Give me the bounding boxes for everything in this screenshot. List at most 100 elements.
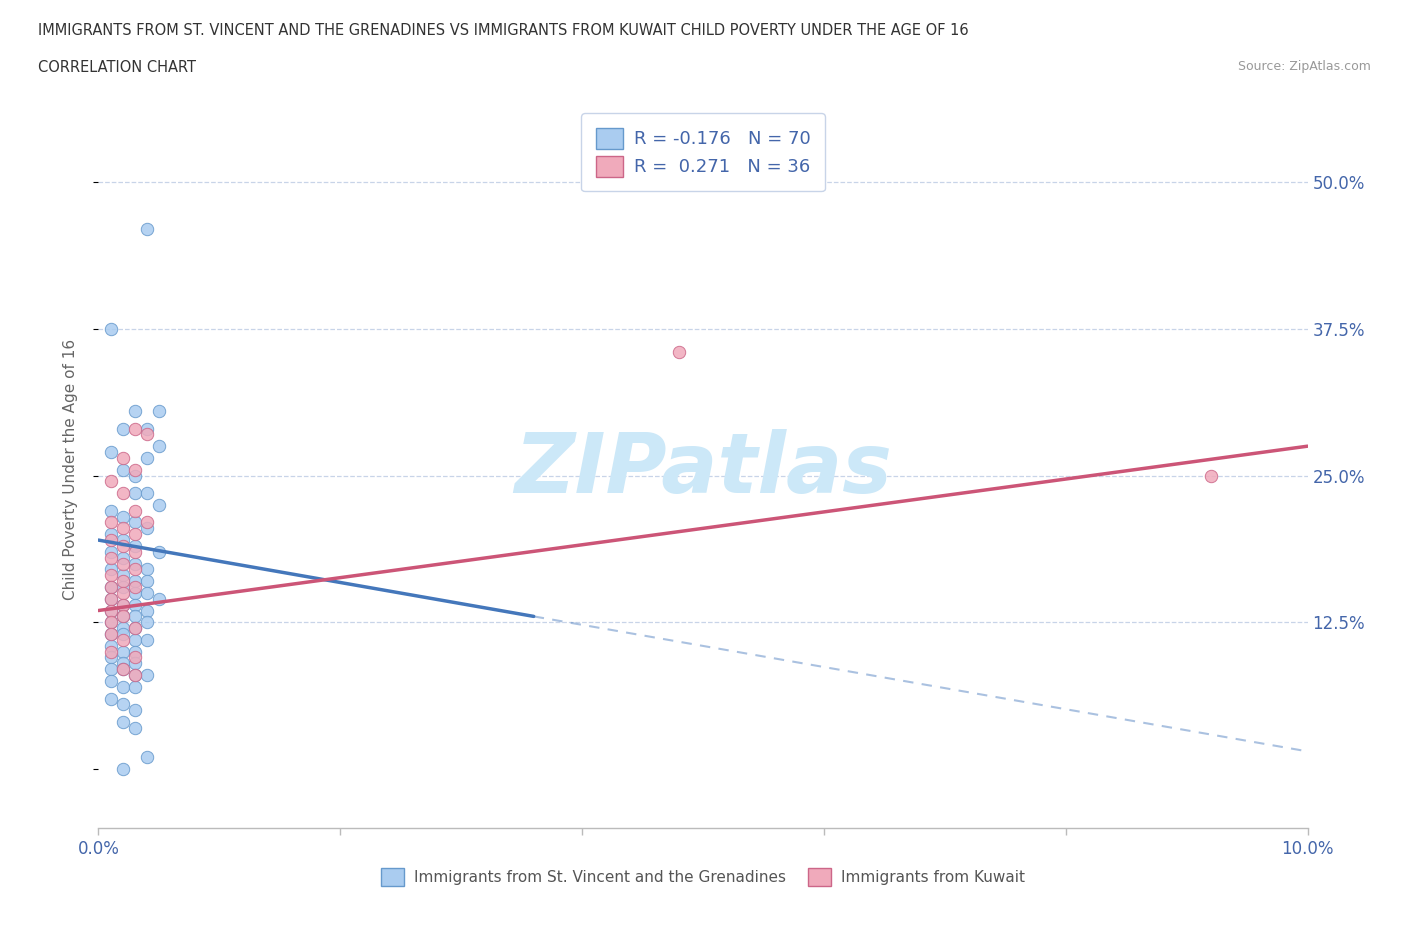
Point — [100, 691, 122, 706]
Point — [124, 574, 146, 589]
Point — [100, 603, 122, 618]
Point — [100, 603, 122, 618]
Text: IMMIGRANTS FROM ST. VINCENT AND THE GRENADINES VS IMMIGRANTS FROM KUWAIT CHILD P: IMMIGRANTS FROM ST. VINCENT AND THE GREN… — [38, 23, 969, 38]
Point — [100, 650, 122, 665]
Point — [100, 673, 122, 688]
Point — [111, 574, 134, 589]
Point — [135, 632, 157, 647]
Point — [124, 620, 146, 635]
Point — [111, 597, 134, 612]
Point — [100, 515, 122, 530]
Point — [148, 439, 170, 454]
Point — [124, 462, 146, 477]
Point — [100, 568, 122, 583]
Point — [124, 468, 146, 483]
Point — [668, 345, 690, 360]
Point — [100, 551, 122, 565]
Point — [100, 591, 122, 606]
Point — [135, 574, 157, 589]
Point — [111, 509, 134, 524]
Point — [1199, 468, 1222, 483]
Text: Source: ZipAtlas.com: Source: ZipAtlas.com — [1237, 60, 1371, 73]
Point — [111, 462, 134, 477]
Point — [100, 627, 122, 642]
Point — [100, 591, 122, 606]
Point — [124, 703, 146, 718]
Point — [111, 597, 134, 612]
Text: ZIPatlas: ZIPatlas — [515, 429, 891, 511]
Point — [148, 591, 170, 606]
Point — [111, 632, 134, 647]
Point — [100, 627, 122, 642]
Point — [124, 586, 146, 601]
Point — [111, 568, 134, 583]
Point — [135, 485, 157, 500]
Point — [111, 485, 134, 500]
Point — [135, 450, 157, 465]
Point — [111, 421, 134, 436]
Point — [135, 562, 157, 577]
Point — [124, 632, 146, 647]
Point — [124, 515, 146, 530]
Point — [100, 322, 122, 337]
Legend: Immigrants from St. Vincent and the Grenadines, Immigrants from Kuwait: Immigrants from St. Vincent and the Gren… — [375, 862, 1031, 892]
Point — [111, 620, 134, 635]
Point — [100, 615, 122, 630]
Point — [100, 503, 122, 518]
Point — [124, 556, 146, 571]
Point — [124, 668, 146, 683]
Point — [100, 615, 122, 630]
Point — [111, 538, 134, 553]
Point — [124, 620, 146, 635]
Point — [111, 450, 134, 465]
Point — [100, 638, 122, 653]
Point — [124, 526, 146, 541]
Point — [100, 562, 122, 577]
Point — [111, 521, 134, 536]
Point — [111, 556, 134, 571]
Point — [100, 526, 122, 541]
Point — [111, 680, 134, 695]
Point — [124, 404, 146, 418]
Point — [135, 521, 157, 536]
Point — [100, 644, 122, 659]
Point — [135, 750, 157, 764]
Point — [148, 544, 170, 559]
Point — [124, 597, 146, 612]
Point — [135, 515, 157, 530]
Point — [135, 421, 157, 436]
Point — [111, 609, 134, 624]
Point — [100, 445, 122, 459]
Point — [100, 544, 122, 559]
Point — [135, 668, 157, 683]
Point — [111, 697, 134, 711]
Point — [124, 538, 146, 553]
Point — [124, 644, 146, 659]
Point — [135, 603, 157, 618]
Point — [135, 615, 157, 630]
Point — [111, 644, 134, 659]
Y-axis label: Child Poverty Under the Age of 16: Child Poverty Under the Age of 16 — [63, 339, 77, 600]
Point — [124, 579, 146, 594]
Point — [111, 662, 134, 677]
Point — [124, 721, 146, 736]
Point — [135, 221, 157, 236]
Text: CORRELATION CHART: CORRELATION CHART — [38, 60, 195, 75]
Point — [111, 627, 134, 642]
Point — [135, 427, 157, 442]
Point — [148, 404, 170, 418]
Point — [124, 680, 146, 695]
Point — [124, 656, 146, 671]
Point — [100, 662, 122, 677]
Point — [124, 650, 146, 665]
Point — [124, 503, 146, 518]
Point — [111, 533, 134, 548]
Point — [111, 714, 134, 729]
Point — [100, 474, 122, 489]
Point — [124, 668, 146, 683]
Point — [100, 579, 122, 594]
Point — [111, 609, 134, 624]
Point — [124, 485, 146, 500]
Point — [124, 421, 146, 436]
Point — [111, 579, 134, 594]
